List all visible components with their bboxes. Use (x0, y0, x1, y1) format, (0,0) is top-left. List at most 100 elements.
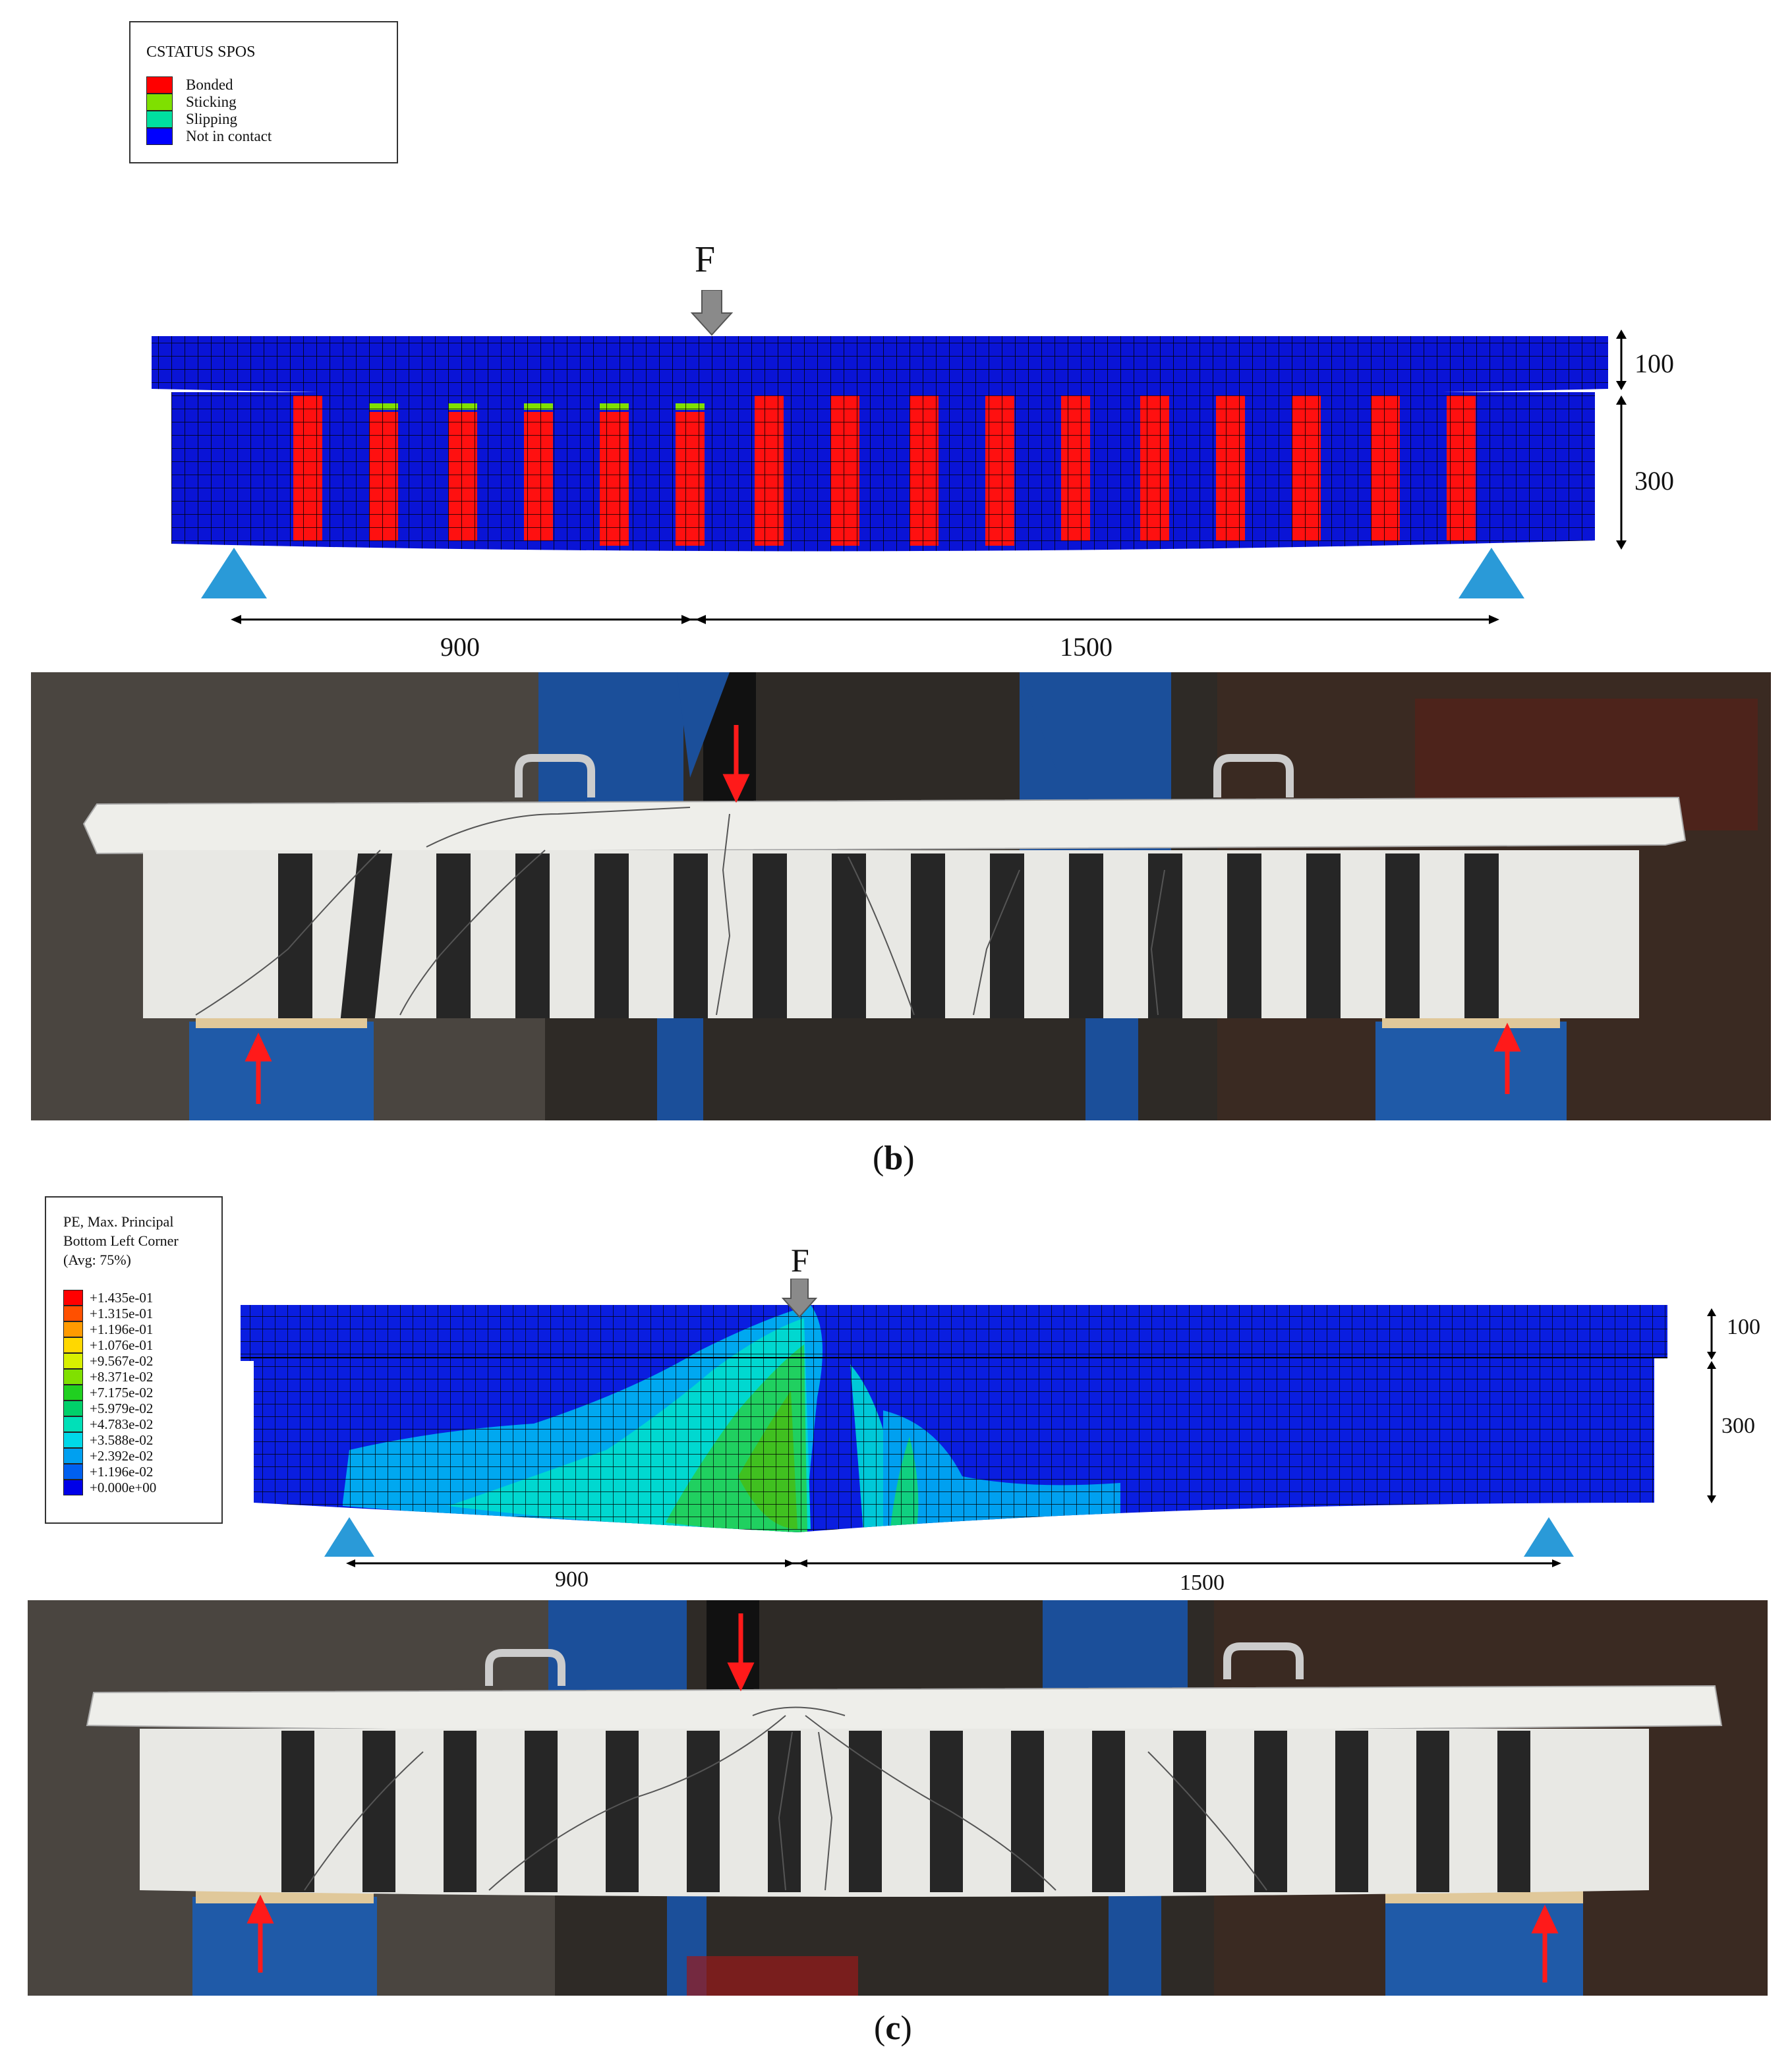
legend-label: +1.315e-01 (90, 1306, 154, 1321)
cfrp-strip (687, 1731, 720, 1892)
cfrp-strip (1306, 853, 1341, 1018)
legend-items-c: +1.435e-01 +1.315e-01 +1.196e-01 +1.076e-01… (63, 1290, 156, 1495)
legend-item: +1.196e-02 (63, 1464, 156, 1480)
legend-item: +1.196e-01 (63, 1321, 156, 1337)
cfrp-strip (849, 1731, 882, 1892)
legend-swatch (63, 1432, 83, 1448)
legend-item: +3.588e-02 (63, 1432, 156, 1448)
dim-slab-height: 100 (1634, 349, 1674, 378)
dim-web-height: 300 (1634, 466, 1674, 496)
cfrp-strip (281, 1731, 314, 1892)
legend-swatch (146, 128, 173, 145)
caption-b: (b) (873, 1140, 915, 1177)
cfrp-strip (278, 853, 312, 1018)
legend-label: Sticking (186, 94, 237, 110)
legend-swatch (63, 1416, 83, 1432)
test-photo-c (28, 1600, 1768, 1996)
load-arrow-c (781, 1279, 818, 1318)
legend-label: Bonded (186, 76, 233, 93)
fem-beam-contact (152, 290, 1608, 552)
supports-c (324, 1517, 1574, 1557)
legend-plastic-strain: PE, Max. Principal Bottom Left Corner (A… (45, 1196, 223, 1524)
cfrp-strip (362, 1731, 395, 1892)
cfrp-strip (990, 853, 1024, 1018)
cfrp-strip (606, 1731, 639, 1892)
legend-swatch (63, 1321, 83, 1337)
cfrp-strip (1464, 853, 1499, 1018)
legend-item: +9.567e-02 (63, 1353, 156, 1369)
cfrp-strip (1385, 853, 1420, 1018)
supports-b (201, 548, 1524, 598)
span-right-label: 1500 (1060, 632, 1113, 662)
legend-label: +0.000e+00 (90, 1480, 157, 1495)
right-support-triangle-c (1524, 1517, 1574, 1557)
legend-item: +1.315e-01 (63, 1306, 156, 1321)
test-photo-b (31, 672, 1771, 1120)
legend-swatch (63, 1401, 83, 1416)
span-dimension-b (231, 615, 1499, 624)
legend-swatch (63, 1369, 83, 1385)
cfrp-strips-photo-c (281, 1731, 1530, 1892)
legend-label: Not in contact (186, 128, 272, 144)
legend-label: +1.196e-02 (90, 1464, 154, 1480)
span-dimension-c (346, 1559, 1561, 1567)
cfrp-strip (594, 853, 629, 1018)
legend-swatch (63, 1306, 83, 1321)
left-support-triangle (201, 548, 267, 598)
caption-c: (c) (874, 2010, 912, 2047)
legend-title: CSTATUS SPOS (146, 43, 256, 61)
legend-item: +0.000e+00 (63, 1480, 156, 1495)
cfrp-strip (340, 853, 393, 1018)
legend-item: +2.392e-02 (63, 1448, 156, 1464)
legend-swatch (63, 1480, 83, 1495)
photo-slab-b (82, 796, 1687, 855)
legend-swatch (63, 1448, 83, 1464)
cfrp-strip (515, 853, 550, 1018)
legend-item: +7.175e-02 (63, 1385, 156, 1401)
cfrp-strip (444, 1731, 477, 1892)
legend-item: +1.076e-01 (63, 1337, 156, 1353)
left-support-triangle-c (324, 1517, 374, 1557)
legend-item: Not in contact (146, 128, 272, 145)
legend-swatch (146, 94, 173, 111)
legend-label: +4.783e-02 (90, 1416, 154, 1432)
legend-label: +7.175e-02 (90, 1385, 154, 1401)
cfrp-strip (832, 853, 866, 1018)
cfrp-strip (1227, 853, 1261, 1018)
legend-label: +2.392e-02 (90, 1448, 154, 1464)
legend-swatch (146, 111, 173, 128)
cfrp-strip (1011, 1731, 1044, 1892)
legend-swatch (146, 76, 173, 94)
legend-item: Sticking (146, 94, 272, 111)
legend-label: Slipping (186, 111, 237, 127)
cfrp-strip (436, 853, 471, 1018)
cfrp-strip (1335, 1731, 1368, 1892)
legend-label: +1.435e-01 (90, 1290, 154, 1306)
legend-label: +3.588e-02 (90, 1432, 154, 1448)
cfrp-strip (753, 853, 787, 1018)
dim-web-height-c: 300 (1721, 1414, 1755, 1438)
legend-swatch (63, 1290, 83, 1306)
legend-label: +1.076e-01 (90, 1337, 154, 1353)
cfrp-strip (1416, 1731, 1449, 1892)
legend-items: Bonded Sticking Slipping Not in contact (146, 76, 272, 145)
span-left-label: 900 (440, 632, 480, 662)
legend-title-c: PE, Max. Principal Bottom Left Corner (A… (63, 1213, 179, 1268)
legend-label: +8.371e-02 (90, 1369, 154, 1385)
legend-swatch (63, 1337, 83, 1353)
legend-label: +5.979e-02 (90, 1401, 154, 1416)
legend-item: Bonded (146, 76, 272, 94)
legend-swatch (63, 1353, 83, 1369)
legend-contact-status: CSTATUS SPOS Bonded Sticking Slipping Not i… (129, 21, 398, 163)
legend-label: +9.567e-02 (90, 1353, 154, 1369)
dim-slab-height-c: 100 (1727, 1315, 1760, 1339)
cfrp-strip (674, 853, 708, 1018)
legend-item: +8.371e-02 (63, 1369, 156, 1385)
cfrp-strip (1092, 1731, 1125, 1892)
load-arrow (690, 290, 734, 336)
right-support-triangle (1459, 548, 1524, 598)
cfrp-strip (1497, 1731, 1530, 1892)
legend-item: +4.783e-02 (63, 1416, 156, 1432)
legend-swatch (63, 1464, 83, 1480)
cfrp-strip (525, 1731, 558, 1892)
